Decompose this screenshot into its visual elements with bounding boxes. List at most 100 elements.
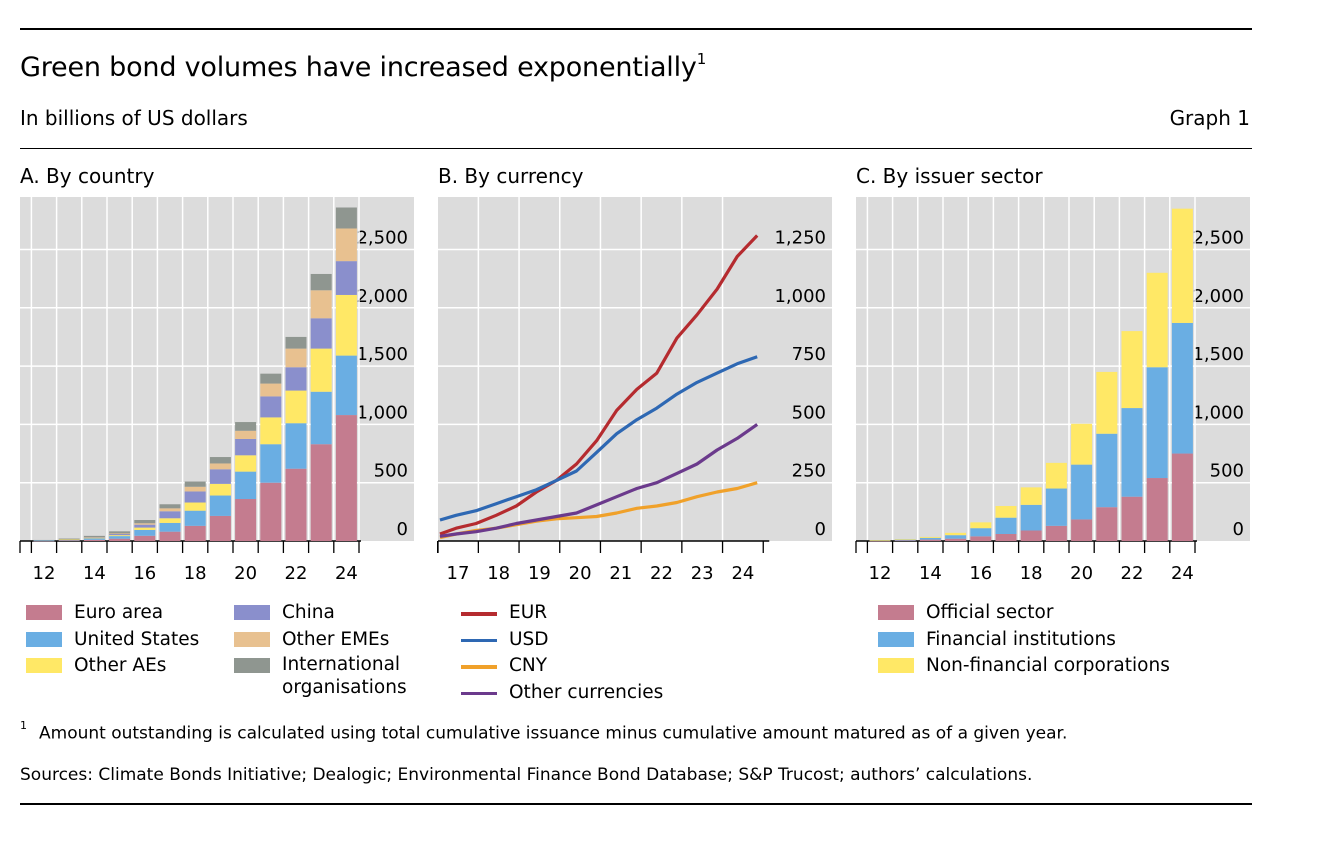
x-tick-label-c: 16	[969, 563, 992, 584]
bar-financial-institutions-18	[1020, 504, 1042, 531]
panel-c-chart: 0 500 1,000 1,500 2,000 2,500 12 14 16 18 20 22 24	[855, 197, 1250, 584]
legend-item-international-organisations: International organisations	[234, 653, 412, 699]
line-usd	[439, 355, 758, 522]
legend-item-other-emes: Other EMEs	[234, 627, 412, 654]
title-footnote-marker: 1	[696, 50, 707, 68]
bar-euro-area-19	[209, 515, 231, 541]
y-tick-label-b: 0	[815, 519, 826, 540]
legend-item-china: China	[234, 600, 412, 627]
bar-non-financial-corporations-16	[970, 522, 992, 529]
bar-non-financial-corporations-13	[894, 539, 916, 540]
plot-background-b	[438, 197, 832, 541]
panel-b-chart: 0 250 500 750 1,000 1,250 17 18 19 20 21 22 23 24	[436, 197, 832, 584]
x-tick-label-c: 18	[1020, 563, 1043, 584]
bar-financial-institutions-17	[995, 517, 1017, 535]
bar-official-sector-16	[970, 536, 992, 541]
legend-item-non-financial-corporations: Non-financial corporations	[878, 653, 1170, 680]
bar-other-aes-19	[209, 483, 231, 496]
bar-other-aes-13	[58, 539, 80, 541]
legend-item-euro-area: Euro area	[26, 600, 199, 627]
bar-official-sector-17	[995, 534, 1017, 541]
bar-other-aes-17	[159, 518, 181, 523]
legend-item-usd: USD	[461, 627, 663, 654]
top-rule	[20, 28, 1252, 30]
y-tick-label-b: 1,000	[774, 286, 826, 307]
legend-swatch-other-emes	[234, 631, 270, 647]
bar-other-emes-14	[83, 537, 105, 538]
bar-international-organisations-20	[235, 422, 257, 431]
legend-swatch-other-aes	[26, 658, 62, 673]
bar-united-states-17	[159, 522, 181, 532]
bar-china-16	[134, 524, 156, 528]
bar-non-financial-corporations-19	[1045, 462, 1067, 489]
y-tick-label-b: 250	[792, 461, 826, 482]
y-tick-label-c: 1,500	[1192, 344, 1244, 365]
bar-international-organisations-17	[159, 504, 181, 509]
legend-swatch-international-organisations	[234, 658, 270, 673]
bar-united-states-24	[335, 355, 357, 416]
bar-international-organisations-12	[33, 539, 55, 541]
bar-other-emes-20	[235, 430, 257, 439]
bar-euro-area-22	[285, 468, 307, 541]
graph-label: Graph 1	[1169, 106, 1250, 130]
panel-a-title: A. By country	[20, 164, 155, 188]
y-tick-label-c: 0	[1233, 519, 1244, 540]
bar-non-financial-corporations-21	[1096, 371, 1118, 434]
legend-item-cny: CNY	[461, 653, 663, 680]
y-tick-label-a: 1,000	[356, 402, 408, 423]
bar-official-sector-21	[1096, 507, 1118, 541]
charts-canvas: 0 500 1,000 1,500 2,000 2,500 12 14 16 18 20 22 24 0…	[19, 197, 1250, 584]
bar-euro-area-18	[184, 525, 206, 541]
bar-official-sector-24	[1171, 453, 1193, 541]
y-tick-label-c: 1,000	[1192, 402, 1244, 423]
x-tick-label-b: 24	[731, 563, 754, 584]
bar-financial-institutions-16	[970, 528, 992, 537]
y-tick-label-a: 500	[374, 461, 408, 482]
bar-other-emes-17	[159, 508, 181, 512]
bar-other-emes-23	[310, 290, 332, 319]
bar-united-states-18	[184, 510, 206, 526]
bar-international-organisations-14	[83, 535, 105, 538]
legend-line-usd	[461, 638, 497, 642]
bar-euro-area-24	[335, 415, 357, 541]
y-tick-label-a: 0	[397, 519, 408, 540]
bar-other-aes-23	[310, 348, 332, 392]
x-tick-label-b: 22	[650, 563, 673, 584]
x-tick-label-a: 22	[285, 563, 308, 584]
bar-euro-area-17	[159, 531, 181, 541]
bar-non-financial-corporations-12	[869, 540, 891, 541]
bar-official-sector-20	[1071, 519, 1093, 541]
bar-international-organisations-18	[184, 481, 206, 487]
bar-china-22	[285, 367, 307, 391]
bar-financial-institutions-23	[1146, 367, 1168, 479]
bar-other-aes-20	[235, 455, 257, 472]
bar-other-emes-15	[109, 533, 131, 535]
y-tick-label-c: 2,000	[1192, 286, 1244, 307]
bar-euro-area-21	[260, 482, 282, 541]
x-tick-label-c: 22	[1121, 563, 1144, 584]
bar-official-sector-22	[1121, 496, 1143, 541]
legend-panel-a-col1: Euro area United States Other AEs	[26, 600, 199, 680]
x-tick-label-b: 20	[569, 563, 592, 584]
y-tick-label-c: 2,500	[1192, 227, 1244, 248]
bar-euro-area-13	[58, 540, 80, 542]
bar-china-24	[335, 261, 357, 295]
bar-financial-institutions-19	[1045, 488, 1067, 526]
x-tick-label-b: 17	[447, 563, 470, 584]
bar-international-organisations-24	[335, 207, 357, 229]
bar-official-sector-15	[945, 538, 967, 541]
y-tick-label-c: 500	[1210, 461, 1244, 482]
bar-other-aes-21	[260, 417, 282, 445]
bar-other-aes-16	[134, 527, 156, 530]
bar-china-21	[260, 396, 282, 418]
x-tick-label-a: 14	[83, 563, 106, 584]
legend-item-other-aes: Other AEs	[26, 653, 199, 680]
bar-official-sector-18	[1020, 530, 1042, 541]
bar-international-organisations-16	[134, 520, 156, 524]
bar-financial-institutions-20	[1071, 464, 1093, 520]
x-tick-label-a: 20	[234, 563, 257, 584]
bar-euro-area-23	[310, 444, 332, 541]
footnote-marker: 1	[20, 719, 27, 732]
legend-panel-a-col2: China Other EMEs International organisat…	[234, 600, 412, 699]
legend-line-cny	[461, 665, 497, 669]
